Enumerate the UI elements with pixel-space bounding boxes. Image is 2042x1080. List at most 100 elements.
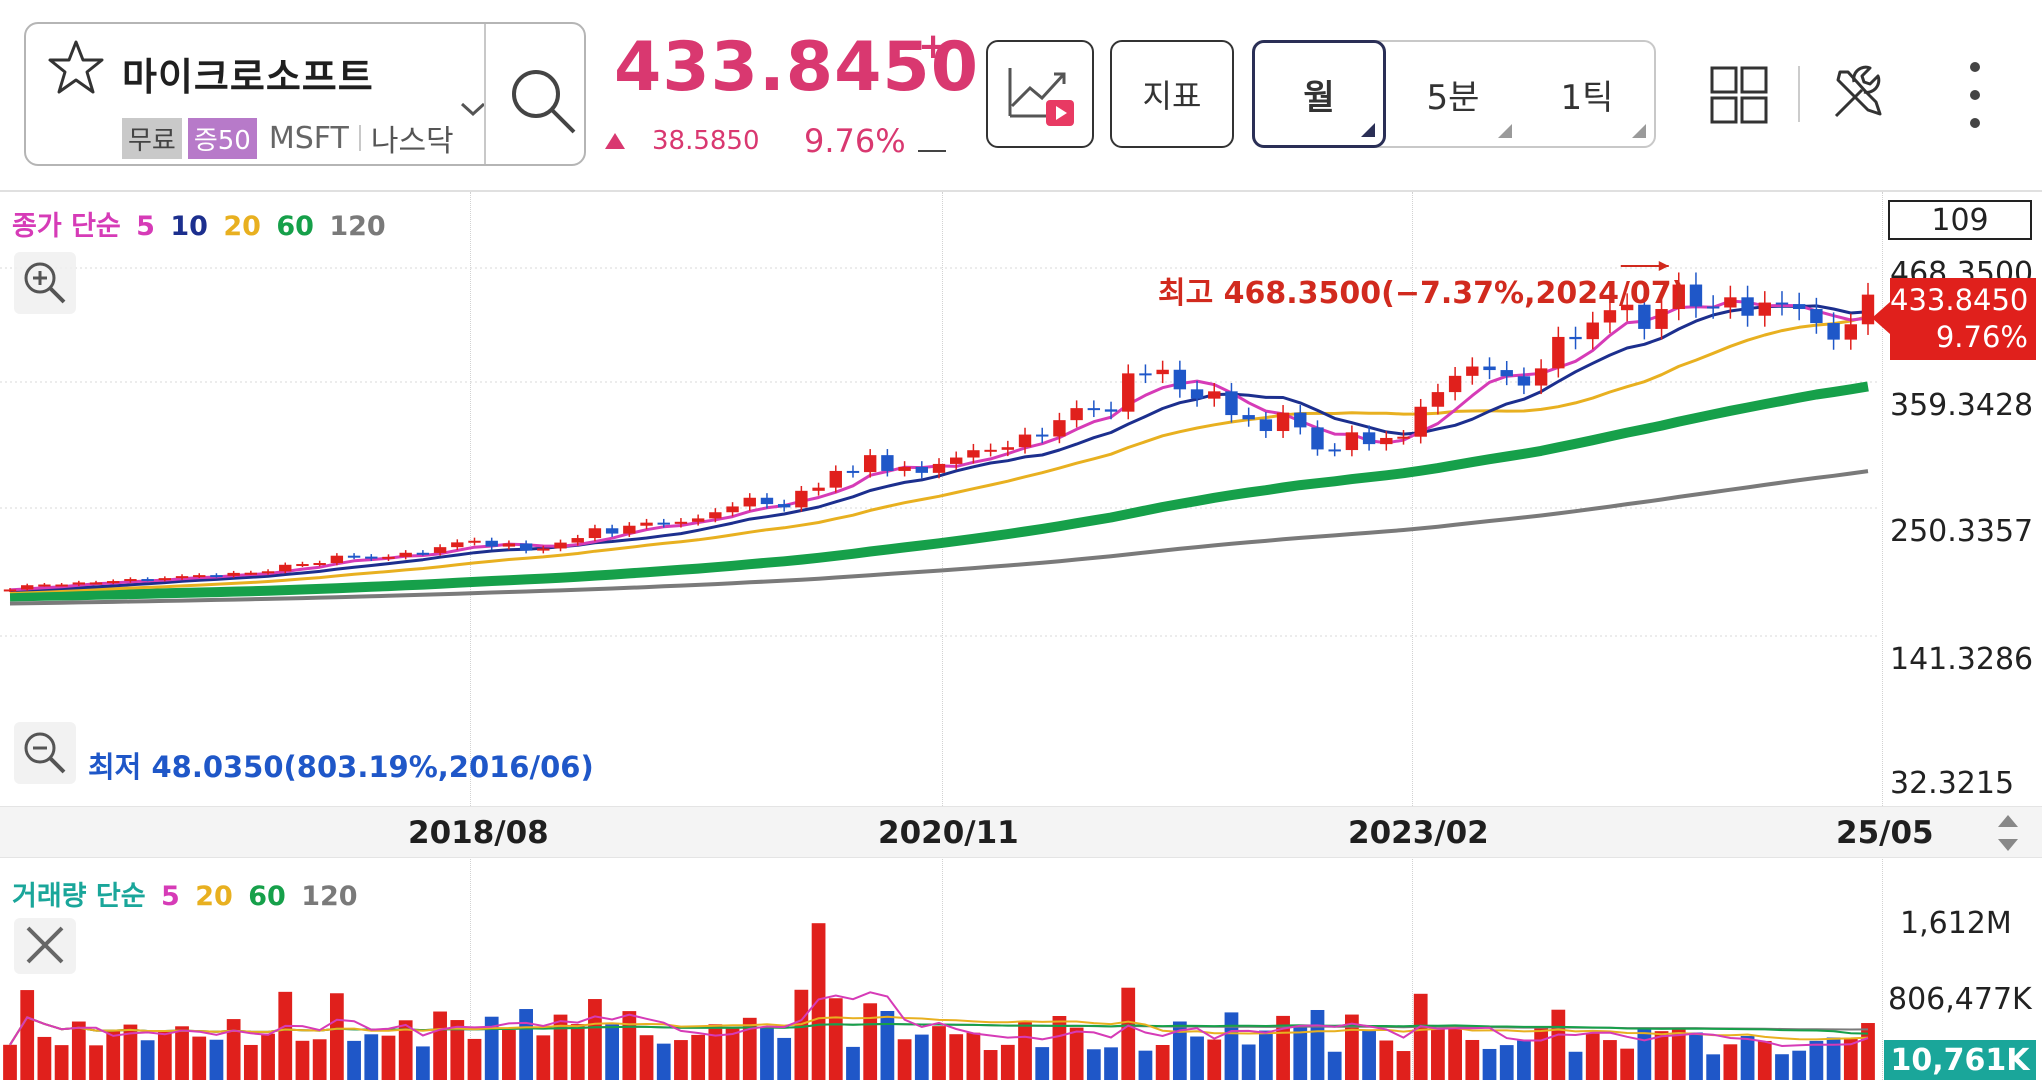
volume-bar: [381, 1035, 396, 1080]
volume-bar: [1293, 1025, 1308, 1080]
price-chart[interactable]: [0, 192, 2042, 806]
volume-bar: [639, 1035, 654, 1080]
current-price-badge: 433.8450 9.76%: [1890, 278, 2036, 360]
volume-bar: [1104, 1047, 1118, 1080]
candle-count-box[interactable]: 109: [1888, 200, 2032, 240]
candle-body: [743, 497, 756, 507]
volume-bar: [295, 1040, 310, 1080]
candle-body: [1586, 322, 1599, 340]
volume-bar: [106, 1030, 121, 1080]
scroll-arrows-icon[interactable]: [1988, 813, 2028, 853]
candle-body: [1466, 366, 1479, 376]
volume-bar: [1723, 1044, 1738, 1080]
volume-bar: [1413, 993, 1428, 1080]
volume-bar: [1396, 1051, 1411, 1080]
volume-chart[interactable]: [0, 860, 2042, 1080]
period-1tick-button[interactable]: 1틱: [1520, 42, 1654, 146]
candle-body: [279, 564, 292, 572]
candle-body: [1104, 409, 1118, 412]
volume-bar: [1792, 1050, 1807, 1080]
volume-bar: [1517, 1040, 1531, 1080]
volume-bar: [1018, 1021, 1032, 1080]
volume-bar: [932, 1026, 946, 1080]
volume-bar: [1603, 1040, 1617, 1080]
candle-body: [330, 555, 344, 564]
volume-bar: [347, 1040, 361, 1080]
chart-type-button[interactable]: [986, 40, 1094, 148]
tools-icon[interactable]: [1826, 62, 1890, 126]
candle-body: [38, 584, 51, 587]
candle-body: [1672, 284, 1685, 310]
candle-body: [313, 563, 326, 566]
volume-bar: [1740, 1036, 1755, 1080]
candle-body: [1311, 427, 1324, 450]
volume-bar: [450, 1020, 465, 1080]
period-5min-button[interactable]: 5분: [1386, 42, 1520, 146]
candle-body: [1397, 436, 1410, 439]
search-icon[interactable]: [504, 62, 584, 142]
ma-legend[interactable]: 종가 단순 5 10 20 60 120: [12, 204, 392, 243]
current-volume-badge: 10,761K: [1884, 1040, 2036, 1080]
market-name: 나스닥: [370, 124, 454, 159]
ma10-legend: 10: [170, 211, 208, 242]
current-price-badge-value: 433.8450: [1890, 283, 2029, 317]
indicator-button[interactable]: 지표: [1110, 40, 1234, 148]
zoom-out-button[interactable]: [14, 722, 76, 784]
zoom-in-button[interactable]: [14, 252, 76, 314]
date-axis[interactable]: 2018/08 2020/11 2023/02 25/05: [0, 806, 2042, 858]
stock-search-box[interactable]: 마이크로소프트 무료 증50 MSFT 나스닥: [24, 22, 586, 166]
candle-body: [1448, 375, 1462, 393]
candle-body: [1655, 309, 1668, 329]
volume-legend[interactable]: 거래량 단순 5 20 60 120: [12, 874, 364, 913]
candle-body: [1810, 309, 1823, 324]
volume-bar: [1620, 1048, 1635, 1080]
candle-body: [674, 521, 688, 524]
candle-body: [691, 518, 705, 522]
chart-play-icon: [1008, 68, 1074, 126]
gridline: [1412, 192, 1413, 1080]
candle-body: [623, 525, 636, 534]
candle-body: [726, 506, 739, 513]
ma120-legend: 120: [329, 211, 386, 242]
chevron-down-icon[interactable]: [458, 98, 488, 120]
more-vertical-icon[interactable]: [1960, 58, 1990, 132]
volume-bar: [1671, 1027, 1686, 1080]
star-icon[interactable]: [44, 36, 108, 100]
close-volume-button[interactable]: [14, 918, 76, 974]
volume-bar: [1241, 1044, 1256, 1080]
stock-name[interactable]: 마이크로소프트: [122, 55, 374, 99]
margin-badge: 증50: [187, 117, 257, 159]
volume-bar: [605, 1024, 620, 1080]
candle-body: [1259, 419, 1273, 432]
price-axis-label: 250.3357: [1890, 514, 2034, 549]
date-label: 2020/11: [878, 815, 1019, 851]
low-annotation: 최저 48.0350(803.19%,2016/06): [88, 750, 594, 784]
candle-body: [640, 522, 653, 526]
volume-bar: [983, 1050, 998, 1080]
candle-body: [588, 528, 602, 539]
candle-body: [21, 585, 34, 590]
volume-bar: [656, 1043, 671, 1080]
volume-bar: [226, 1019, 241, 1080]
grid-icon[interactable]: [1710, 66, 1768, 124]
volume-bar: [1499, 1045, 1514, 1080]
price-axis-label: 359.3428: [1890, 388, 2034, 423]
candle-body: [193, 575, 206, 578]
period-corner-icon: [1498, 124, 1512, 138]
candle-body: [1380, 437, 1393, 445]
volume-bar: [1568, 1051, 1583, 1080]
candle-body: [1569, 336, 1582, 340]
volume-bar: [175, 1026, 189, 1080]
change-percent: 9.76%: [804, 122, 906, 160]
candle-body: [898, 466, 911, 471]
candle-body: [3, 589, 17, 592]
tag-separator: [358, 125, 361, 151]
ticker-symbol: MSFT: [268, 120, 349, 156]
volume-bar: [1035, 1047, 1050, 1080]
period-5min-label: 5분: [1426, 77, 1480, 118]
period-corner-icon: [1361, 123, 1375, 137]
candle-body: [1724, 297, 1737, 308]
period-month-button[interactable]: 월: [1252, 40, 1386, 148]
candle-body: [89, 582, 103, 585]
volume-bar: [828, 998, 843, 1080]
